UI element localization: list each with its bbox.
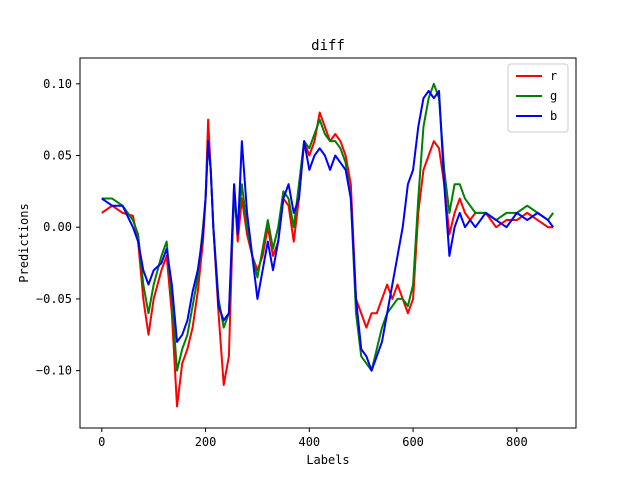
- series-line-g: [101, 82, 554, 372]
- x-axis: 0 200 400 600 800: [98, 428, 528, 449]
- x-tick-label: 600: [402, 435, 424, 449]
- legend-label-r: r: [550, 69, 557, 83]
- chart-title: diff: [311, 38, 345, 54]
- legend-box: [507, 63, 569, 133]
- y-axis-title: Predictions: [17, 203, 31, 282]
- legend-label-b: b: [550, 109, 557, 123]
- y-tick-label: −0.10: [36, 364, 72, 378]
- x-tick-label: 400: [298, 435, 320, 449]
- plot-frame: [79, 57, 577, 429]
- y-tick-label: 0.10: [43, 77, 72, 91]
- y-tick-label: −0.05: [36, 292, 72, 306]
- series-line-r: [101, 111, 554, 408]
- y-axis: −0.10 −0.05 0.00 0.05 0.10: [36, 77, 80, 378]
- y-tick-label: 0.00: [43, 220, 72, 234]
- series-line-b: [101, 89, 554, 372]
- y-tick-label: 0.05: [43, 149, 72, 163]
- x-tick-label: 800: [506, 435, 528, 449]
- x-tick-label: 200: [195, 435, 217, 449]
- x-tick-label: 0: [98, 435, 105, 449]
- x-axis-title: Labels: [306, 453, 349, 467]
- legend: rgb: [507, 63, 569, 133]
- legend-label-g: g: [550, 89, 557, 103]
